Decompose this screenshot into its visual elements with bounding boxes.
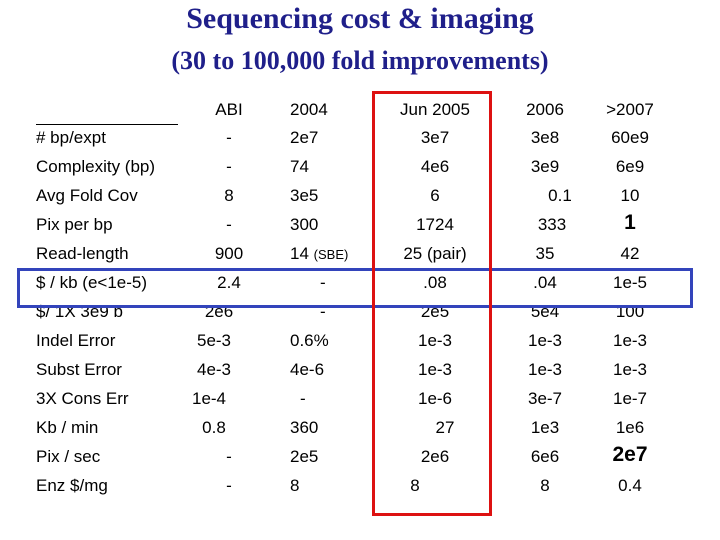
cell-2007-plus: 1e-7 bbox=[612, 389, 648, 408]
cell-2004: 4e-6 bbox=[290, 360, 325, 379]
cell-2007-plus: 0.4 bbox=[618, 476, 642, 495]
cell-2006: .04 bbox=[533, 273, 557, 292]
cell-2004: 300 bbox=[290, 215, 319, 234]
row-label: Avg Fold Cov bbox=[36, 186, 138, 205]
cell-abi: - bbox=[226, 476, 232, 495]
row-label: Pix per bp bbox=[36, 215, 113, 234]
cell-abi: 5e-3 bbox=[196, 331, 232, 350]
cell-2007-plus: 1e-3 bbox=[612, 331, 648, 350]
cell-jun-2005: 1e-6 bbox=[417, 389, 453, 408]
cell-2006: 0.1 bbox=[548, 186, 572, 205]
cell-abi: - bbox=[226, 215, 232, 234]
cell-2004: - bbox=[320, 273, 326, 292]
cell-abi: 0.8 bbox=[202, 418, 226, 437]
header-abi: ABI bbox=[215, 100, 243, 119]
cell-2004: 8 bbox=[290, 476, 300, 495]
cell-2004: 0.6% bbox=[290, 331, 329, 350]
cell-abi: 1e-4 bbox=[191, 389, 227, 408]
cell-2004-note: (SBE) bbox=[313, 247, 349, 262]
cell-abi: - bbox=[226, 447, 232, 466]
cell-2004: 3e5 bbox=[290, 186, 319, 205]
cell-jun-2005: .08 bbox=[423, 273, 447, 292]
row-label: Complexity (bp) bbox=[36, 157, 156, 176]
cell-jun-2005: 4e6 bbox=[420, 157, 450, 176]
cell-2004: 14 (SBE) bbox=[290, 244, 348, 265]
header-jun-2005: Jun 2005 bbox=[400, 100, 470, 119]
cell-2006: 35 bbox=[535, 244, 555, 263]
cell-2004-value: 14 bbox=[290, 244, 309, 263]
cell-abi: 8 bbox=[224, 186, 234, 205]
cell-2004: 74 bbox=[290, 157, 309, 176]
cell-2007-plus: 2e7 bbox=[612, 443, 648, 466]
cell-2004: 360 bbox=[290, 418, 319, 437]
cell-2006: 1e-3 bbox=[527, 331, 563, 350]
header-2007-plus: >2007 bbox=[606, 100, 654, 119]
cell-abi: 900 bbox=[214, 244, 244, 263]
title-line-1: Sequencing cost & imaging bbox=[186, 2, 534, 35]
column-highlight-box bbox=[372, 91, 492, 516]
cell-2004: - bbox=[320, 302, 326, 321]
cell-jun-2005: 27 bbox=[435, 418, 455, 437]
cell-abi: - bbox=[226, 128, 232, 147]
cell-2004: 2e5 bbox=[290, 447, 319, 466]
cell-2006: 1e3 bbox=[530, 418, 560, 437]
cell-jun-2005: 1e-3 bbox=[417, 360, 453, 379]
cell-2006: 3e-7 bbox=[527, 389, 563, 408]
cell-2007-plus: 1e-3 bbox=[612, 360, 648, 379]
cell-jun-2005: 2e6 bbox=[420, 447, 450, 466]
cell-abi: 2.4 bbox=[217, 273, 241, 292]
label-column-underline bbox=[36, 124, 178, 125]
cell-2006: 1e-3 bbox=[527, 360, 563, 379]
cell-2006: 3e9 bbox=[530, 157, 560, 176]
row-label: Kb / min bbox=[36, 418, 99, 437]
cell-2007-plus: 1e-5 bbox=[612, 273, 648, 292]
cell-jun-2005: 1724 bbox=[416, 215, 454, 234]
cell-2007-plus: 1e6 bbox=[615, 418, 645, 437]
cell-2007-plus: 60e9 bbox=[611, 128, 649, 147]
cell-2004: 2e7 bbox=[290, 128, 319, 147]
row-label: 3X Cons Err bbox=[36, 389, 129, 408]
title-line-2: (30 to 100,000 fold improvements) bbox=[171, 46, 549, 75]
cell-2007-plus: 1 bbox=[624, 211, 636, 234]
cell-jun-2005: 1e-3 bbox=[417, 331, 453, 350]
cell-abi: - bbox=[226, 157, 232, 176]
cell-jun-2005: 6 bbox=[430, 186, 440, 205]
cell-jun-2005: 8 bbox=[410, 476, 420, 495]
cell-jun-2005: 3e7 bbox=[420, 128, 450, 147]
row-label: # bp/expt bbox=[36, 128, 106, 147]
cell-abi: 4e-3 bbox=[196, 360, 232, 379]
row-label: Indel Error bbox=[36, 331, 116, 350]
cell-2006: 333 bbox=[537, 215, 567, 234]
cell-2007-plus: 6e9 bbox=[615, 157, 645, 176]
cell-2006: 3e8 bbox=[530, 128, 560, 147]
cell-jun-2005: 25 (pair) bbox=[403, 244, 467, 263]
header-2004: 2004 bbox=[290, 100, 328, 119]
row-label: Subst Error bbox=[36, 360, 122, 379]
cell-2007-plus: 42 bbox=[620, 244, 640, 263]
row-label: Read-length bbox=[36, 244, 129, 263]
cell-2006: 8 bbox=[540, 476, 550, 495]
header-2006: 2006 bbox=[526, 100, 564, 119]
row-label: $ / kb (e<1e-5) bbox=[36, 273, 148, 292]
cell-2007-plus: 10 bbox=[620, 186, 640, 205]
row-label: Pix / sec bbox=[36, 447, 101, 466]
row-label: Enz $/mg bbox=[36, 476, 108, 495]
cell-2004: - bbox=[300, 389, 306, 408]
row-highlight-box bbox=[17, 268, 693, 308]
cell-2006: 6e6 bbox=[530, 447, 560, 466]
